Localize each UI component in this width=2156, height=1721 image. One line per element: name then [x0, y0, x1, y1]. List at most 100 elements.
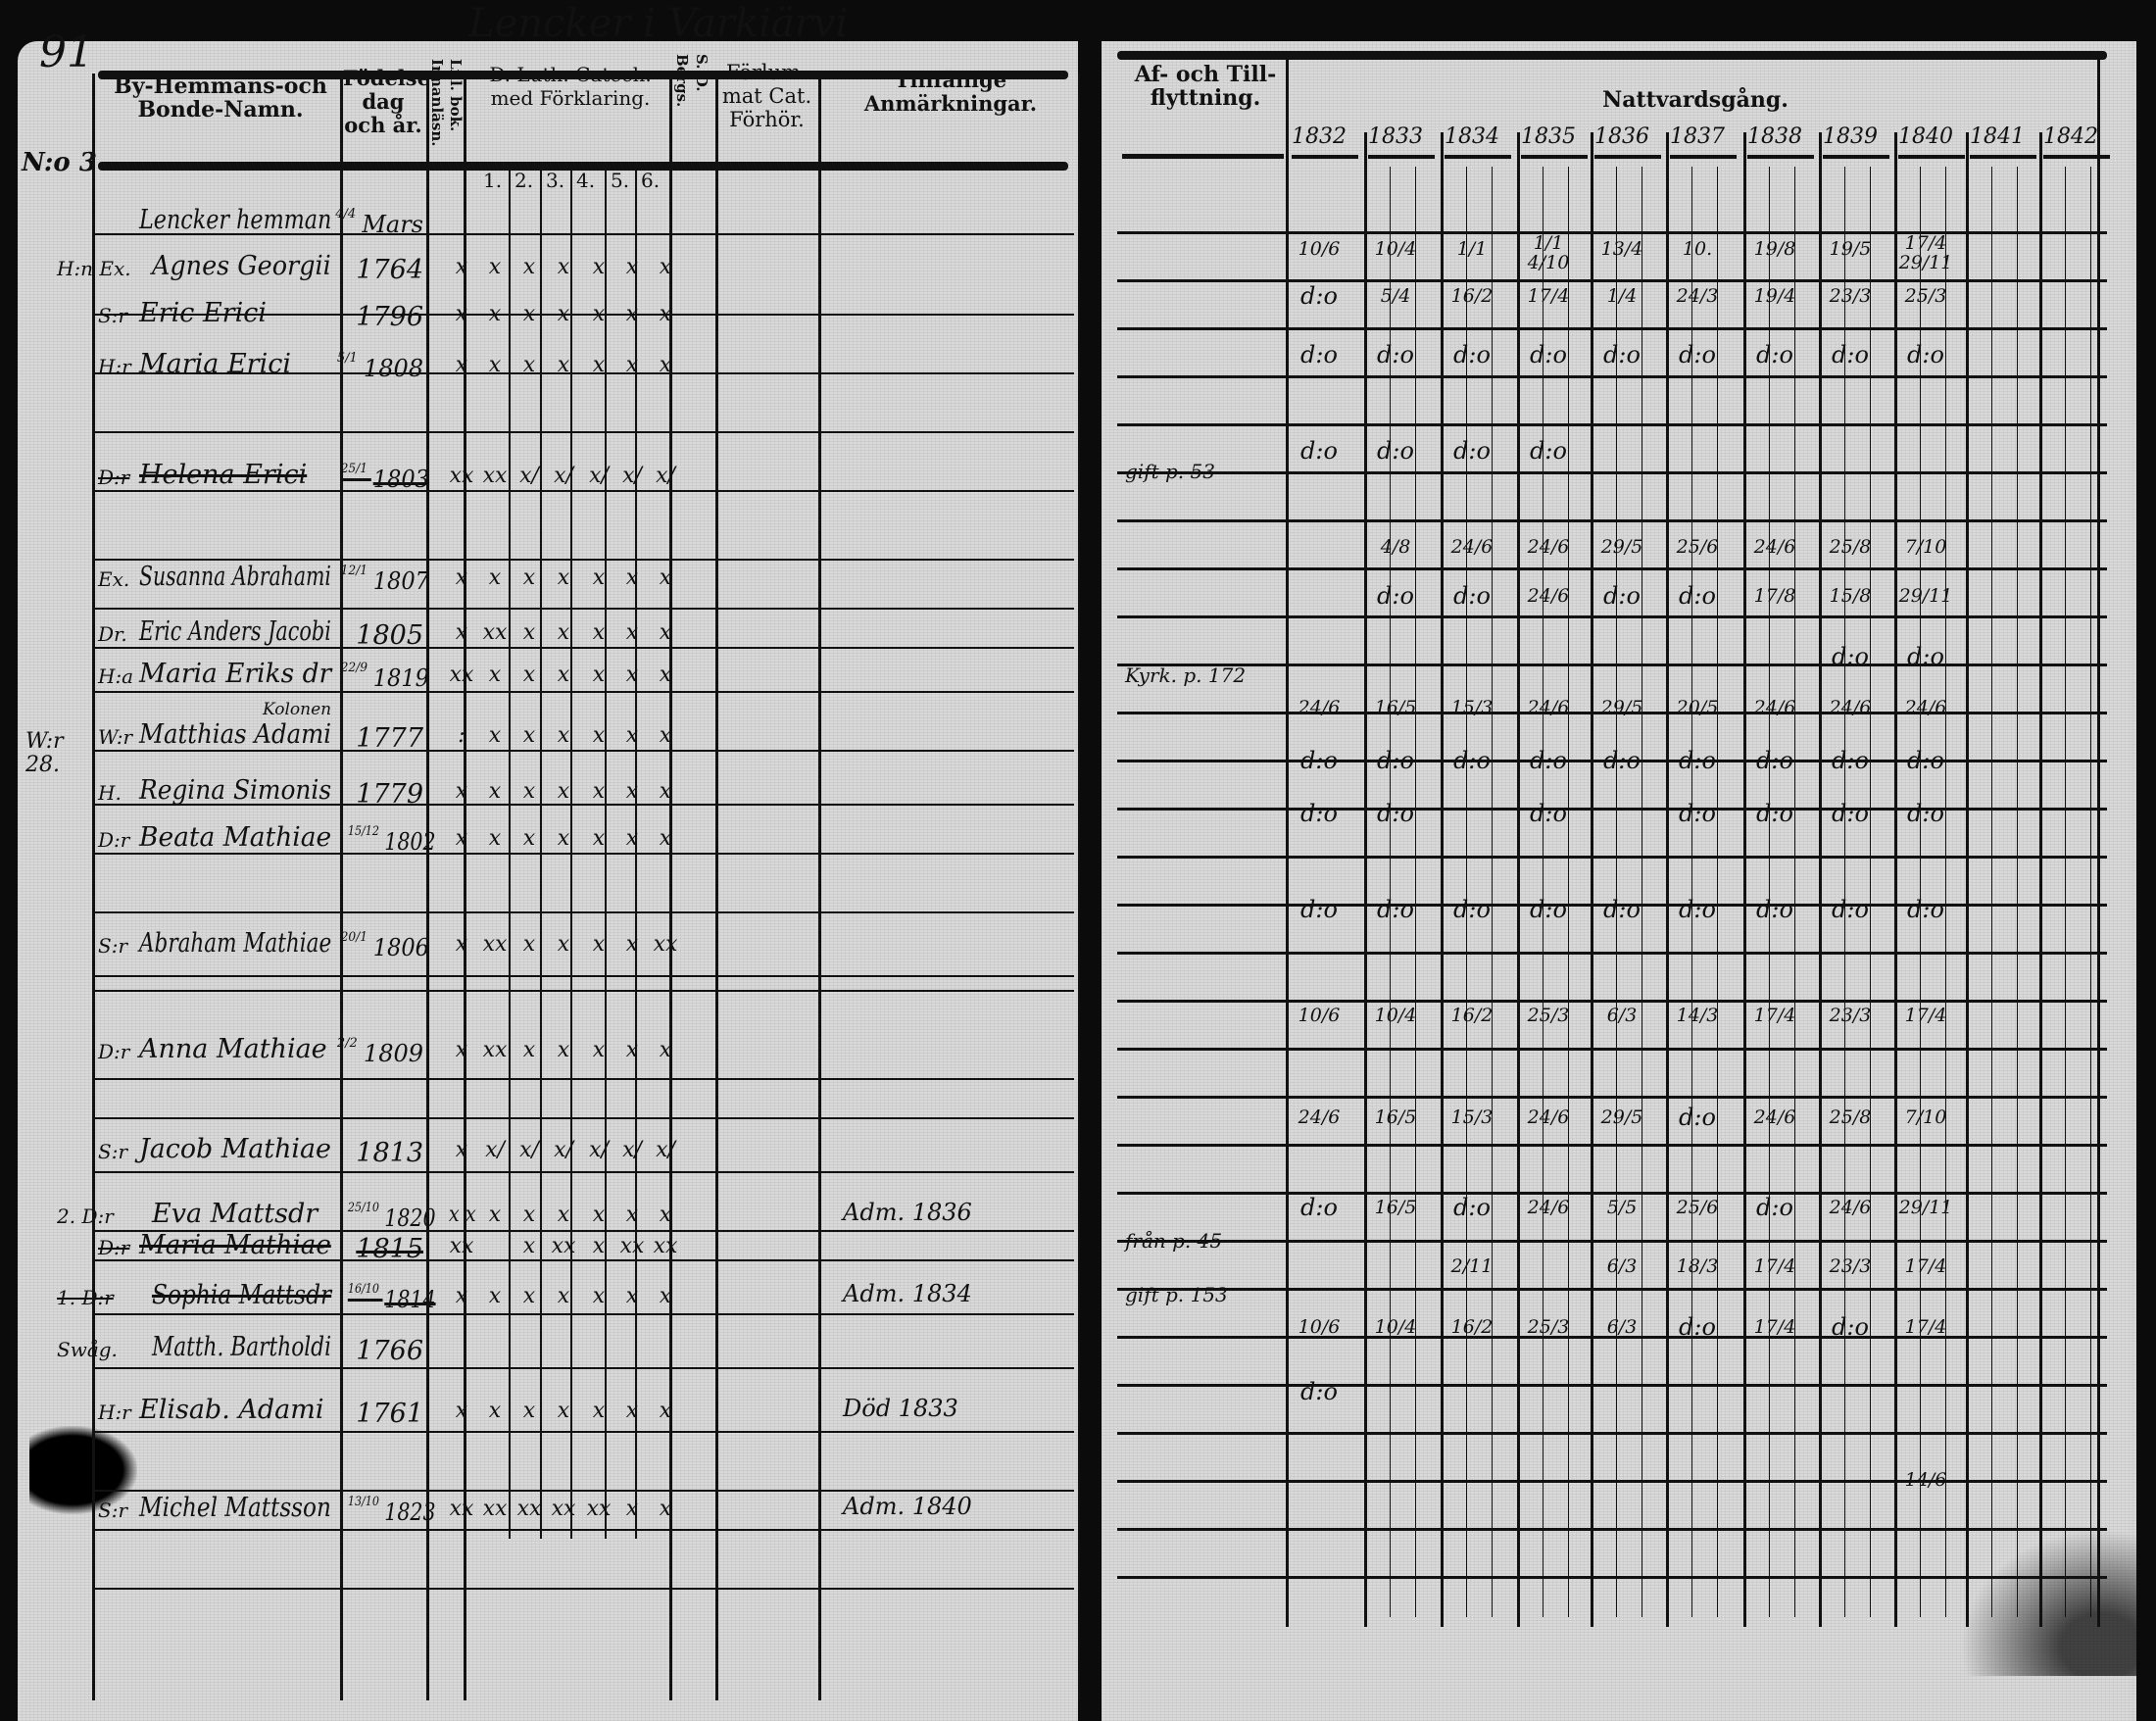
sub-rule: [1568, 167, 1569, 1617]
communion-date: d:o: [1603, 747, 1641, 774]
catechism-mark: x: [455, 1284, 468, 1308]
communion-date: 7/10: [1904, 536, 1947, 558]
entry-prefix: D:r: [98, 828, 130, 852]
row-rule: [94, 691, 1074, 693]
column-rule: [426, 74, 429, 1700]
sub-rule: [1717, 167, 1718, 1617]
catechism-mark: xx: [482, 620, 508, 645]
catechism-mark: x: [455, 565, 468, 590]
catechism-mark: x: [625, 1284, 639, 1308]
row-rule: [94, 990, 1074, 992]
catechism-mark: x: [488, 565, 502, 590]
communion-date: 24/6: [1829, 697, 1872, 718]
entry-birth: 1777: [356, 723, 423, 754]
catechism-mark: x: [488, 723, 502, 748]
catechism-mark: x: [659, 353, 672, 377]
row-rule: [94, 975, 1074, 977]
communion-date: d:o: [1300, 1194, 1338, 1221]
catechism-mark: x/: [554, 464, 573, 488]
row-rule: [1117, 279, 2107, 282]
catechism-mark: xx: [482, 464, 508, 488]
catechism-mark: x/: [622, 1138, 642, 1162]
entry-name: Agnes Georgii: [152, 251, 331, 281]
sub-rule: [1769, 167, 1770, 1617]
catechism-mark: x: [625, 1038, 639, 1062]
communion-date: 16/2: [1450, 1316, 1494, 1338]
row-rule: [1117, 664, 2107, 666]
sub-rule: [1844, 167, 1845, 1617]
communion-date: d:o: [1453, 1194, 1491, 1221]
entry-birth: 16/10 1814: [347, 1282, 436, 1313]
entry-birth: 1796: [356, 302, 423, 332]
row-rule: [1117, 423, 2107, 426]
margin-note: W:r 28.: [25, 729, 64, 778]
communion-year: 1838: [1747, 124, 1802, 149]
year-underline: [2043, 155, 2110, 159]
entry-name: Eric Anders Jacobi: [139, 616, 331, 647]
communion-date: 17/4: [1904, 1005, 1947, 1026]
communion-date: 19/5: [1829, 238, 1872, 260]
header-top-rule: [98, 71, 1068, 79]
move-note: gift p. 153: [1125, 1283, 1228, 1306]
catechism-mark: x: [557, 663, 570, 687]
catechism-mark: x: [522, 353, 536, 377]
catechism-mark: x: [557, 255, 570, 279]
entry-birth: 22/9 1819: [340, 661, 430, 692]
entry-prefix: S:r: [98, 1499, 127, 1522]
catechism-mark: x: [557, 779, 570, 804]
communion-date: d:o: [1453, 437, 1491, 465]
communion-date: 5/4: [1380, 285, 1411, 307]
catechism-mark: x: [592, 255, 606, 279]
entry-prefix: D:r: [98, 466, 130, 489]
catechism-mark: x: [625, 620, 639, 645]
row-rule: [1117, 1432, 2107, 1435]
communion-date: 10/4: [1374, 1316, 1417, 1338]
entry-name: Beata Mathiae: [139, 822, 332, 853]
entry-name: Eric Erici: [139, 298, 267, 328]
catechism-mark: x: [455, 353, 468, 377]
communion-date: d:o: [1679, 747, 1716, 774]
entry-prefix: H:r: [98, 1401, 131, 1424]
entry-birth: 1766: [356, 1336, 423, 1366]
entry-birth: 25/1 1803: [340, 462, 430, 493]
catechism-mark: x: [557, 723, 570, 748]
catechism-mark: x: [522, 620, 536, 645]
communion-date: 24/6: [1298, 1106, 1341, 1128]
entry-prefix: Ex.: [98, 567, 130, 591]
communion-date: 16/2: [1450, 1005, 1494, 1026]
entry-birth: 1813: [356, 1138, 423, 1168]
communion-date: d:o: [1679, 582, 1716, 610]
catechism-mark: :: [458, 723, 466, 748]
catechism-mark: x: [488, 779, 502, 804]
communion-date: d:o: [1377, 896, 1414, 923]
row-rule: [94, 1490, 1074, 1492]
row-rule: [1117, 327, 2107, 330]
communion-date: d:o: [1679, 1313, 1716, 1341]
catechism-mark: xx: [653, 932, 678, 957]
row-rule: [1117, 1144, 2107, 1147]
catechism-mark: x: [522, 932, 536, 957]
communion-date: 4/8: [1380, 536, 1411, 558]
communion-date: d:o: [1453, 582, 1491, 610]
catechism-mark: x: [592, 353, 606, 377]
catechism-mark: x: [522, 723, 536, 748]
catechism-mark: x: [625, 1497, 639, 1521]
communion-year: 1833: [1368, 124, 1423, 149]
entry-remark: Adm. 1834: [843, 1280, 972, 1307]
communion-date: d:o: [1530, 800, 1567, 827]
row-rule: [94, 559, 1074, 561]
column-rule: [92, 74, 95, 1700]
communion-date: d:o: [1756, 747, 1793, 774]
catechism-mark: xx: [551, 1497, 576, 1521]
page-smudge: [1960, 1529, 2136, 1676]
column-rule: [715, 74, 718, 1700]
row-rule: [1117, 375, 2107, 378]
entry-birth: 13/10 1823: [347, 1495, 436, 1526]
header-bergs: Bergs.: [673, 54, 691, 108]
communion-date: 1/1 4/10: [1527, 232, 1570, 273]
entry-prefix: Swåg.: [57, 1338, 118, 1361]
communion-date: d:o: [1377, 437, 1414, 465]
year-underline: [1594, 155, 1661, 159]
catechism-part-label: 1.: [483, 169, 503, 192]
catechism-mark: x: [557, 302, 570, 326]
